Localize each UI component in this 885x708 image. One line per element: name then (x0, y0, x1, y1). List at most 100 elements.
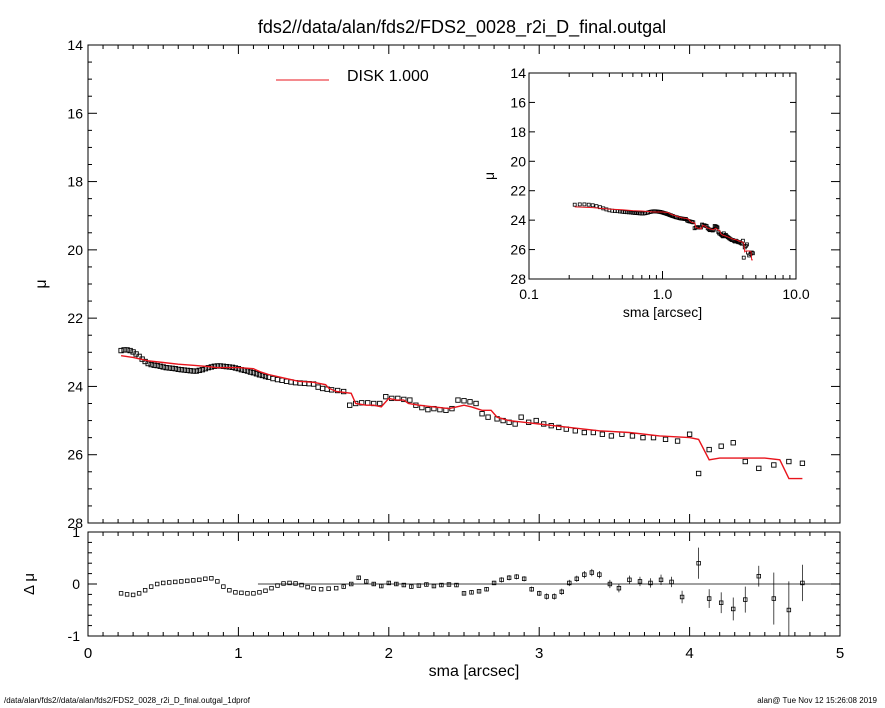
x-tick-label: 4 (685, 645, 693, 662)
residual-point (233, 590, 238, 595)
chart-title: fds2//data/alan/fds2/FDS2_0028_r2i_D_fin… (258, 17, 666, 38)
data-point (473, 400, 479, 407)
data-point (270, 375, 276, 382)
data-point (274, 376, 281, 383)
y-axis-label: μ (33, 279, 50, 288)
residual-point (299, 582, 304, 588)
data-point (742, 458, 748, 465)
data-point (662, 436, 669, 442)
data-point (157, 363, 163, 369)
residual-point (484, 587, 489, 592)
inset-y-tick-label: 16 (510, 94, 526, 110)
x-tick-label: 2 (385, 645, 393, 662)
residual-point (281, 581, 286, 586)
inset-data-point (741, 255, 746, 260)
residual-point (439, 582, 444, 588)
inset-y-tick-label: 14 (510, 65, 526, 81)
y-tick-label: 14 (67, 37, 83, 53)
data-point (178, 367, 184, 373)
residual-point (118, 591, 124, 596)
data-point (407, 397, 413, 403)
data-point (262, 373, 269, 380)
residual-point (706, 596, 712, 601)
inset-data-point (622, 210, 627, 214)
inset-x-tick-label: 0.1 (519, 286, 539, 302)
inset-y-tick-label: 24 (510, 212, 526, 228)
inset-data-point (577, 202, 582, 207)
residual-point (431, 583, 437, 589)
residual-point (607, 581, 613, 587)
data-point (315, 384, 321, 390)
residual-point (142, 588, 148, 593)
inset-data-point (629, 210, 633, 215)
y-tick-label: 24 (67, 378, 83, 394)
residual-point (371, 581, 376, 587)
residual-point (537, 591, 542, 596)
data-point (674, 438, 681, 444)
inset-data-point (590, 203, 595, 208)
inset-y-tick-label: 20 (510, 153, 526, 169)
inset-data-point (710, 228, 715, 233)
legend-label: DISK 1.000 (347, 68, 429, 85)
residual-point (529, 587, 534, 592)
residual-point (173, 579, 178, 585)
residual-point (215, 579, 220, 584)
residual-point (185, 578, 190, 584)
residual-point (589, 570, 595, 575)
resid-y-tick-label: -1 (68, 628, 81, 644)
residual-point (416, 583, 422, 588)
residual-point (326, 586, 331, 591)
inset-y-tick-label: 28 (510, 271, 526, 287)
residual-point (209, 576, 214, 581)
residual-point (379, 583, 384, 589)
data-point (640, 434, 646, 441)
residual-point (305, 584, 310, 590)
data-point (223, 363, 230, 370)
residual-point (275, 583, 280, 588)
data-point (629, 433, 636, 439)
y-tick-label: 18 (67, 174, 83, 190)
x-tick-label: 5 (836, 645, 844, 662)
residual-point (348, 581, 354, 587)
residual-point (559, 589, 564, 594)
data-point (425, 406, 431, 413)
data-point (608, 433, 615, 439)
data-point (572, 428, 578, 434)
residual-point (221, 584, 226, 589)
model-line (121, 355, 803, 480)
residual-point (318, 587, 324, 592)
data-point (479, 411, 485, 417)
residual-point (293, 581, 298, 586)
data-point (181, 367, 187, 373)
data-point (686, 431, 693, 437)
data-point (148, 361, 154, 368)
data-point (175, 366, 181, 373)
resid-y-tick-label: 1 (72, 524, 80, 540)
residual-point (637, 579, 643, 584)
data-point (365, 400, 371, 406)
residual-point (263, 588, 268, 593)
data-point (718, 443, 724, 449)
data-point (163, 365, 169, 371)
data-point (799, 460, 806, 466)
inset-data-point (582, 202, 587, 207)
data-point (235, 366, 242, 372)
data-point (184, 367, 190, 374)
x-tick-label: 1 (234, 645, 242, 662)
residual-point (148, 584, 154, 589)
residual-point (424, 582, 429, 587)
residual-point (364, 579, 369, 584)
data-point (512, 421, 518, 427)
data-point (730, 440, 736, 446)
residual-point (130, 592, 136, 598)
data-point (220, 363, 227, 369)
residual-point (616, 585, 622, 591)
residual-point (718, 600, 724, 605)
data-point (190, 368, 196, 374)
resid-y-axis-label: Δ μ (21, 573, 38, 595)
residual-point (499, 577, 504, 583)
residual-point (669, 579, 674, 585)
inset-model-line (574, 206, 753, 261)
